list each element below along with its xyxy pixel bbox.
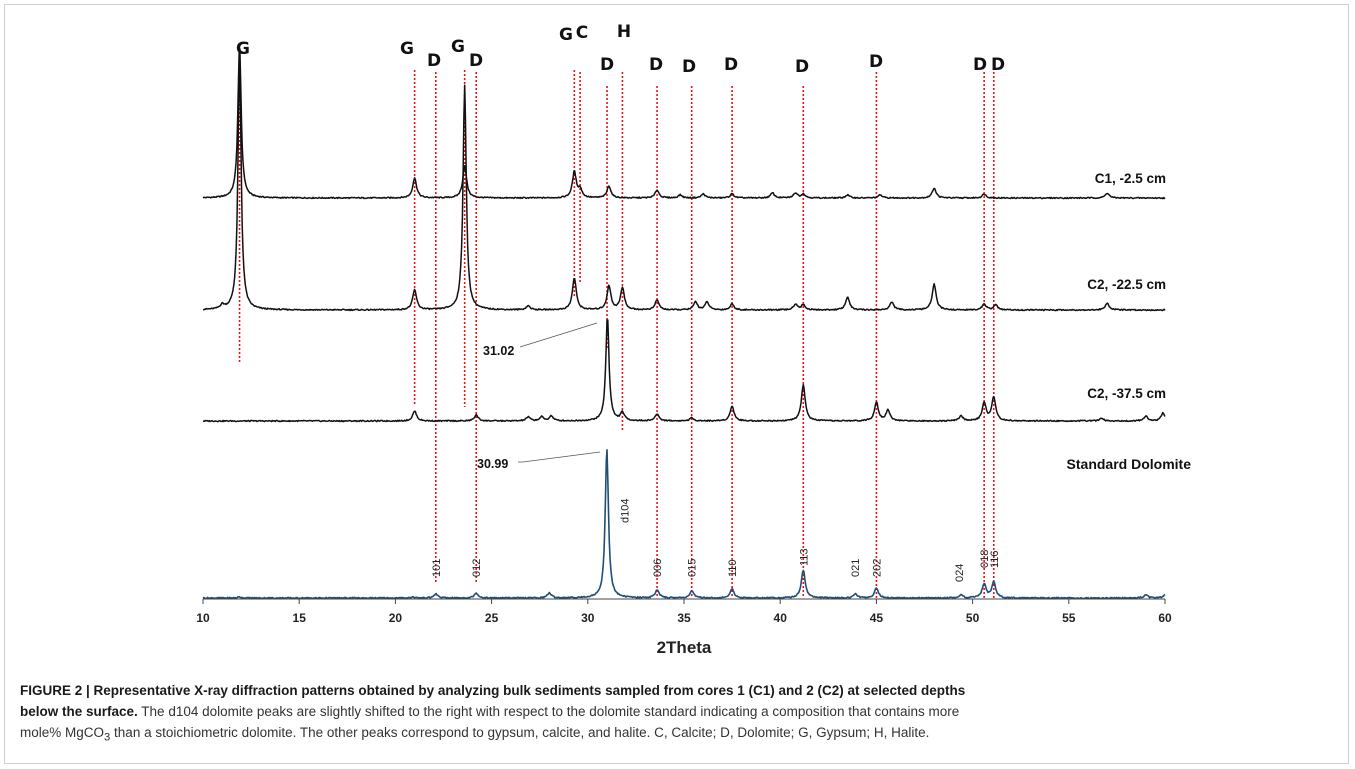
hkl-label: 116 <box>989 550 1001 568</box>
caption-subscript: 3 <box>104 731 111 744</box>
caption-title: FIGURE 2 | Representative X-ray diffract… <box>20 683 966 698</box>
phase-label: D <box>973 55 987 75</box>
x-tick-label: 30 <box>581 611 595 625</box>
phase-label: C <box>576 23 588 43</box>
x-axis: 10 15 20 25 30 35 40 45 50 55 60 2Theta <box>196 598 1172 657</box>
x-tick-label: 35 <box>677 611 691 625</box>
series-label: C1, -2.5 cm <box>1095 171 1166 186</box>
caption-title-end: below the surface. <box>20 704 138 719</box>
caption-line-1: FIGURE 2 | Representative X-ray diffract… <box>20 680 1340 701</box>
hkl-label: 021 <box>850 559 862 577</box>
hkl-label: 015 <box>687 559 699 577</box>
x-tick-label: 60 <box>1158 611 1172 625</box>
caption-text: mole% MgCO <box>20 725 105 740</box>
diffraction-traces <box>202 48 1166 600</box>
caption-line-2: below the surface. The d104 dolomite pea… <box>20 701 1340 722</box>
phase-label: D <box>649 55 663 75</box>
peak-annotation-leader <box>518 451 601 463</box>
phase-label: G <box>400 39 414 59</box>
hkl-label: 018 <box>979 550 991 568</box>
x-tick-label: 10 <box>196 611 210 625</box>
hkl-label: d104 <box>619 499 631 523</box>
phase-label: D <box>600 55 614 75</box>
x-tick-label: 45 <box>870 611 884 625</box>
x-axis-title: 2Theta <box>657 638 712 657</box>
caption-text: The d104 dolomite peaks are slightly shi… <box>137 704 960 719</box>
trace-labels: C1, -2.5 cm C2, -22.5 cm C2, -37.5 cm Stand… <box>1067 171 1192 472</box>
phase-marker-lines <box>238 52 995 598</box>
hkl-label: 012 <box>471 559 483 577</box>
phase-label: D <box>991 55 1005 75</box>
hkl-label: 202 <box>871 559 883 577</box>
phase-label: D <box>869 52 883 72</box>
figure-frame <box>4 4 1349 764</box>
peak-annotation: 31.02 <box>483 344 514 358</box>
series-label: C2, -37.5 cm <box>1087 386 1166 401</box>
hkl-label: 024 <box>954 564 966 582</box>
caption-line-3: mole% MgCO3 than a stoichiometric dolomi… <box>20 722 1340 749</box>
peak-annotation-leader <box>519 322 598 348</box>
caption-text: than a stoichiometric dolomite. The othe… <box>110 725 930 740</box>
series-label: Standard Dolomite <box>1067 456 1192 472</box>
phase-label: D <box>469 51 483 71</box>
series-line <box>202 68 1166 312</box>
hkl-label: 113 <box>798 548 810 566</box>
phase-label: G <box>559 25 573 45</box>
x-tick-label: 25 <box>485 611 499 625</box>
peak-annotations: 31.02 30.99 <box>477 322 601 471</box>
hkl-label: 101 <box>431 559 443 577</box>
peak-annotation: 30.99 <box>477 457 508 471</box>
phase-label: D <box>724 55 738 75</box>
phase-label: H <box>617 22 631 42</box>
x-tick-label: 40 <box>774 611 788 625</box>
x-tick-label: 15 <box>293 611 307 625</box>
phase-label: D <box>427 51 441 71</box>
phase-label: G <box>451 37 465 57</box>
hkl-label: 006 <box>652 559 664 577</box>
x-tick-label: 55 <box>1062 611 1076 625</box>
x-tick-label: 50 <box>966 611 980 625</box>
x-tick-label: 20 <box>389 611 403 625</box>
series-line <box>202 449 1166 600</box>
series-line <box>202 319 1166 423</box>
series-label: C2, -22.5 cm <box>1087 277 1166 292</box>
hkl-label: 110 <box>727 559 739 577</box>
series-line <box>202 48 1166 200</box>
phase-label: D <box>795 57 809 77</box>
phase-label: D <box>682 57 696 77</box>
phase-label: G <box>236 39 250 59</box>
